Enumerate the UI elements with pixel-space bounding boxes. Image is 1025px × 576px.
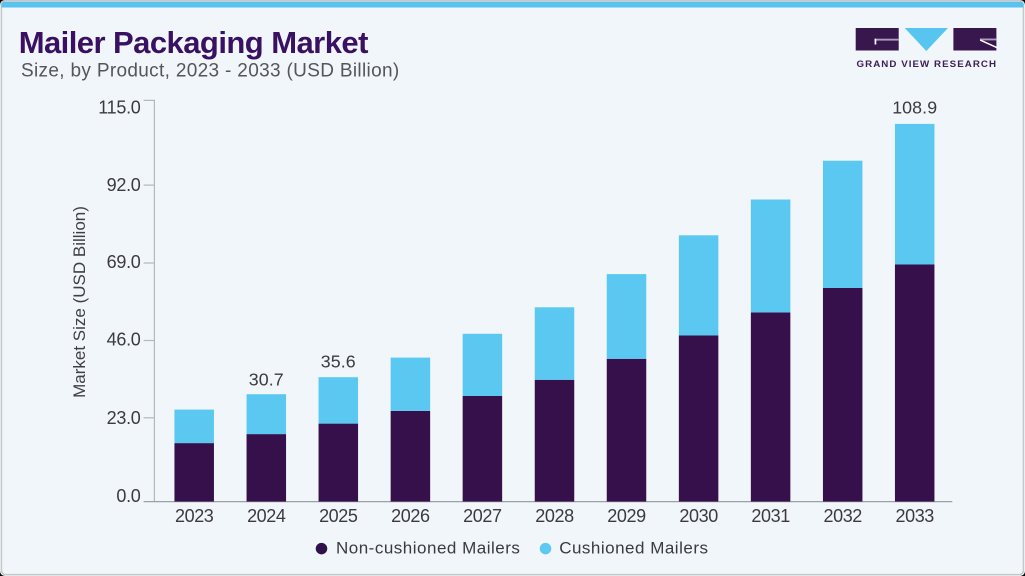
svg-text:2030: 2030 bbox=[679, 506, 718, 526]
svg-text:Size, by Product, 2023 - 2033: Size, by Product, 2023 - 2033 (USD Billi… bbox=[21, 61, 400, 82]
svg-text:92.0: 92.0 bbox=[107, 175, 141, 195]
svg-text:2029: 2029 bbox=[607, 506, 646, 526]
svg-text:Market Size (USD Billion): Market Size (USD Billion) bbox=[70, 206, 89, 398]
svg-text:GRAND VIEW RESEARCH: GRAND VIEW RESEARCH bbox=[857, 59, 998, 69]
svg-text:2026: 2026 bbox=[391, 506, 430, 526]
svg-text:46.0: 46.0 bbox=[107, 330, 141, 350]
svg-text:Mailer Packaging Market: Mailer Packaging Market bbox=[19, 25, 368, 60]
svg-text:2027: 2027 bbox=[463, 506, 502, 526]
svg-text:Non-cushioned Mailers: Non-cushioned Mailers bbox=[336, 538, 520, 557]
svg-text:2028: 2028 bbox=[535, 506, 574, 526]
svg-text:30.7: 30.7 bbox=[249, 370, 284, 390]
svg-text:108.9: 108.9 bbox=[892, 97, 937, 117]
svg-text:Cushioned Mailers: Cushioned Mailers bbox=[559, 538, 708, 557]
svg-text:2025: 2025 bbox=[319, 506, 358, 526]
svg-text:2023: 2023 bbox=[175, 506, 214, 526]
svg-text:2031: 2031 bbox=[751, 506, 790, 526]
svg-text:35.6: 35.6 bbox=[321, 351, 356, 371]
svg-text:23.0: 23.0 bbox=[107, 408, 141, 428]
svg-text:2033: 2033 bbox=[895, 506, 934, 526]
svg-text:2032: 2032 bbox=[823, 506, 862, 526]
svg-text:2024: 2024 bbox=[247, 506, 286, 526]
svg-text:115.0: 115.0 bbox=[98, 97, 140, 117]
svg-text:0.0: 0.0 bbox=[116, 486, 140, 506]
svg-text:69.0: 69.0 bbox=[107, 252, 141, 272]
